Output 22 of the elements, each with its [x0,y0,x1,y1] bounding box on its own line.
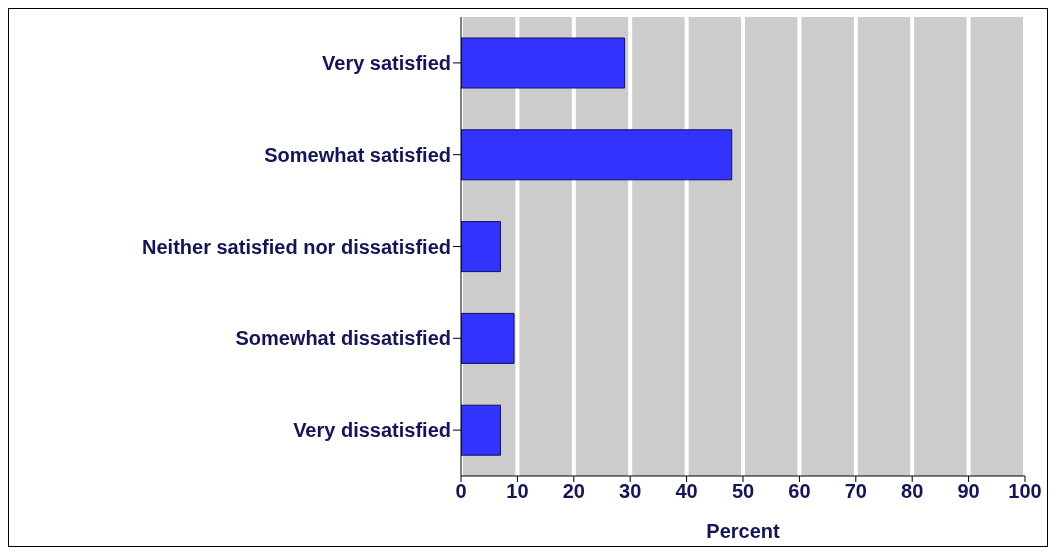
y-tick-label: Somewhat dissatisfied [235,327,451,350]
x-tick-label: 70 [844,480,867,503]
x-tick-label: 20 [562,480,585,503]
x-axis-title: Percent [706,520,781,542]
bar [461,221,501,273]
x-tick-label: 60 [788,480,811,503]
x-tick-label: 50 [731,480,755,503]
x-tick-label: 10 [506,480,529,503]
x-tick-label: 100 [1008,480,1042,503]
x-tick-label: 40 [675,480,698,503]
x-tick-label: 30 [619,480,642,503]
y-tick-label: Very satisfied [322,52,451,74]
x-tick-label: 80 [901,480,924,503]
bar [461,129,733,181]
x-tick-label: 90 [957,480,980,503]
bar [461,37,626,89]
bar [461,312,515,364]
y-tick-label: Somewhat satisfied [264,143,451,166]
y-tick-label: Very dissatisfied [293,419,451,442]
x-tick-label: 0 [455,480,467,503]
bar [461,404,501,456]
y-tick-label: Neither satisfied nor dissatisfied [142,235,451,258]
